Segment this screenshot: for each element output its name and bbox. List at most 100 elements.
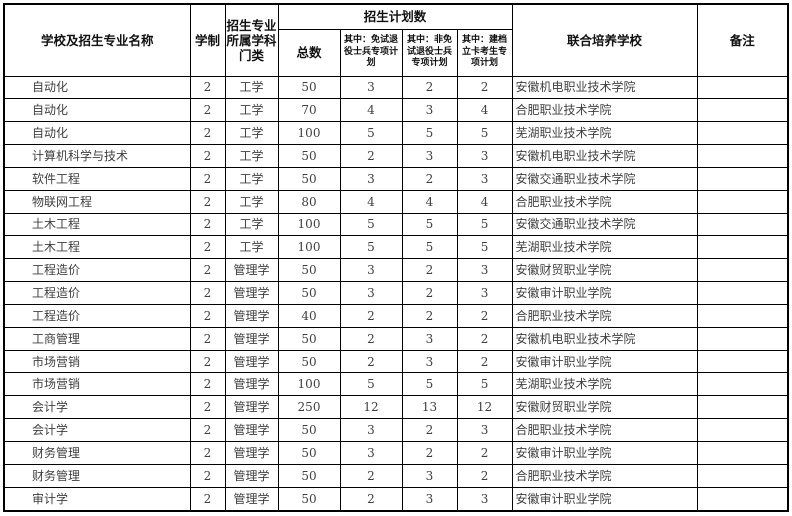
cell-total-count: 50 bbox=[277, 281, 341, 305]
cell-total-count: 50 bbox=[277, 463, 341, 488]
table-header: 学校及招生专业名称 学制 招生专业所属学科门类 招生计划数 联合培养学校 备注 … bbox=[3, 3, 789, 77]
cell-major-name: 土木工程 bbox=[3, 212, 191, 237]
cell-non-exempt-veteran-count: 4 bbox=[401, 189, 458, 214]
table-row: 自动化 2 工学 70 4 3 4 合肥职业技术学院 bbox=[3, 98, 789, 123]
cell-joint-school: 合肥职业技术学院 bbox=[511, 418, 698, 442]
cell-major-name: 工程造价 bbox=[3, 258, 191, 283]
cell-discipline: 管理学 bbox=[224, 349, 279, 374]
cell-duration: 2 bbox=[189, 326, 226, 351]
cell-remarks bbox=[696, 303, 789, 328]
table-row: 市场营销 2 管理学 50 2 3 2 安徽审计职业学院 bbox=[3, 349, 789, 374]
cell-duration: 2 bbox=[189, 258, 226, 283]
cell-joint-school: 安徽审计职业学院 bbox=[511, 441, 698, 465]
cell-joint-school: 合肥职业技术学院 bbox=[511, 463, 698, 488]
cell-remarks bbox=[696, 418, 789, 442]
cell-discipline: 管理学 bbox=[224, 395, 279, 420]
cell-non-exempt-veteran-count: 5 bbox=[401, 372, 458, 397]
cell-total-count: 80 bbox=[277, 189, 341, 214]
cell-discipline: 管理学 bbox=[224, 486, 279, 512]
cell-discipline: 管理学 bbox=[224, 441, 279, 465]
cell-joint-school: 安徽机电职业技术学院 bbox=[511, 144, 698, 168]
cell-total-count: 100 bbox=[277, 372, 341, 397]
cell-discipline: 工学 bbox=[224, 212, 279, 237]
table-row: 会计学 2 管理学 250 12 13 12 安徽财贸职业学院 bbox=[3, 395, 789, 420]
cell-joint-school: 合肥职业技术学院 bbox=[511, 303, 698, 328]
cell-non-exempt-veteran-count: 2 bbox=[401, 303, 458, 328]
cell-exempt-veteran-count: 3 bbox=[339, 281, 403, 305]
cell-discipline: 管理学 bbox=[224, 258, 279, 283]
cell-remarks bbox=[696, 212, 789, 237]
cell-registered-card-count: 2 bbox=[456, 326, 513, 351]
cell-exempt-veteran-count: 4 bbox=[339, 189, 403, 214]
cell-exempt-veteran-count: 2 bbox=[339, 486, 403, 512]
cell-major-name: 市场营销 bbox=[3, 372, 191, 397]
cell-discipline: 工学 bbox=[224, 121, 279, 146]
cell-non-exempt-veteran-count: 3 bbox=[401, 486, 458, 512]
table-row: 财务管理 2 管理学 50 2 3 2 合肥职业技术学院 bbox=[3, 463, 789, 488]
cell-exempt-veteran-count: 12 bbox=[339, 395, 403, 420]
cell-non-exempt-veteran-count: 2 bbox=[401, 166, 458, 191]
cell-major-name: 市场营销 bbox=[3, 349, 191, 374]
cell-major-name: 财务管理 bbox=[3, 441, 191, 465]
header-row-sub: 总数 其中：免试退役士兵专项计划 其中：非免试退役士兵专项计划 其中：建档立卡考… bbox=[4, 28, 788, 77]
header-exempt-veteran-plan: 其中：免试退役士兵专项计划 bbox=[339, 28, 403, 77]
cell-non-exempt-veteran-count: 2 bbox=[401, 281, 458, 305]
table-row: 工程造价 2 管理学 50 3 2 3 安徽审计职业学院 bbox=[3, 281, 789, 305]
header-row-top: 学校及招生专业名称 学制 招生专业所属学科门类 招生计划数 联合培养学校 备注 bbox=[3, 3, 789, 77]
cell-exempt-veteran-count: 5 bbox=[339, 121, 403, 146]
cell-exempt-veteran-count: 2 bbox=[339, 303, 403, 328]
cell-major-name: 工程造价 bbox=[3, 281, 191, 305]
cell-exempt-veteran-count: 4 bbox=[339, 98, 403, 123]
cell-registered-card-count: 5 bbox=[456, 121, 513, 146]
cell-registered-card-count: 5 bbox=[456, 235, 513, 260]
cell-non-exempt-veteran-count: 2 bbox=[401, 418, 458, 442]
cell-exempt-veteran-count: 3 bbox=[339, 418, 403, 442]
cell-exempt-veteran-count: 5 bbox=[339, 235, 403, 260]
cell-joint-school: 安徽审计职业学院 bbox=[511, 349, 698, 374]
enrollment-plan-table: 学校及招生专业名称 学制 招生专业所属学科门类 招生计划数 联合培养学校 备注 … bbox=[3, 3, 790, 512]
header-registered-card-plan: 其中：建档立卡考生专项计划 bbox=[456, 28, 513, 77]
table-row: 工程造价 2 管理学 50 3 2 3 安徽财贸职业学院 bbox=[3, 258, 789, 283]
cell-discipline: 管理学 bbox=[224, 418, 279, 442]
header-joint-training-school: 联合培养学校 bbox=[511, 3, 698, 77]
table-row: 计算机科学与技术 2 工学 50 2 3 3 安徽机电职业技术学院 bbox=[3, 144, 789, 168]
header-school-major-name: 学校及招生专业名称 bbox=[3, 3, 191, 77]
cell-exempt-veteran-count: 5 bbox=[339, 372, 403, 397]
cell-total-count: 100 bbox=[277, 235, 341, 260]
cell-registered-card-count: 3 bbox=[456, 281, 513, 305]
cell-total-count: 70 bbox=[277, 98, 341, 123]
cell-total-count: 50 bbox=[277, 166, 341, 191]
cell-registered-card-count: 3 bbox=[456, 418, 513, 442]
header-total: 总数 bbox=[277, 28, 341, 77]
table-row: 工程造价 2 管理学 40 2 2 2 合肥职业技术学院 bbox=[3, 303, 789, 328]
cell-joint-school: 安徽财贸职业学院 bbox=[511, 395, 698, 420]
cell-remarks bbox=[696, 441, 789, 465]
cell-exempt-veteran-count: 2 bbox=[339, 144, 403, 168]
cell-discipline: 工学 bbox=[224, 98, 279, 123]
cell-duration: 2 bbox=[189, 189, 226, 214]
cell-non-exempt-veteran-count: 3 bbox=[401, 349, 458, 374]
cell-exempt-veteran-count: 2 bbox=[339, 463, 403, 488]
cell-joint-school: 安徽审计职业学院 bbox=[511, 281, 698, 305]
table-body: 自动化 2 工学 50 3 2 2 安徽机电职业技术学院 自动化 2 工学 70… bbox=[3, 75, 789, 512]
cell-non-exempt-veteran-count: 3 bbox=[401, 98, 458, 123]
cell-discipline: 工学 bbox=[224, 144, 279, 168]
cell-remarks bbox=[696, 166, 789, 191]
cell-remarks bbox=[696, 463, 789, 488]
cell-duration: 2 bbox=[189, 235, 226, 260]
cell-total-count: 50 bbox=[277, 441, 341, 465]
cell-total-count: 250 bbox=[277, 395, 341, 420]
cell-registered-card-count: 2 bbox=[456, 75, 513, 100]
cell-discipline: 工学 bbox=[224, 75, 279, 100]
cell-major-name: 审计学 bbox=[3, 486, 191, 512]
table-row: 工商管理 2 管理学 50 2 3 2 安徽机电职业技术学院 bbox=[3, 326, 789, 351]
cell-duration: 2 bbox=[189, 212, 226, 237]
cell-duration: 2 bbox=[189, 372, 226, 397]
table-row: 会计学 2 管理学 50 3 2 3 合肥职业技术学院 bbox=[3, 418, 789, 442]
cell-major-name: 工商管理 bbox=[3, 326, 191, 351]
cell-major-name: 工程造价 bbox=[3, 303, 191, 328]
cell-duration: 2 bbox=[189, 418, 226, 442]
cell-joint-school: 合肥职业技术学院 bbox=[511, 189, 698, 214]
cell-major-name: 自动化 bbox=[3, 98, 191, 123]
table-row: 软件工程 2 工学 50 3 2 3 安徽交通职业技术学院 bbox=[3, 166, 789, 191]
